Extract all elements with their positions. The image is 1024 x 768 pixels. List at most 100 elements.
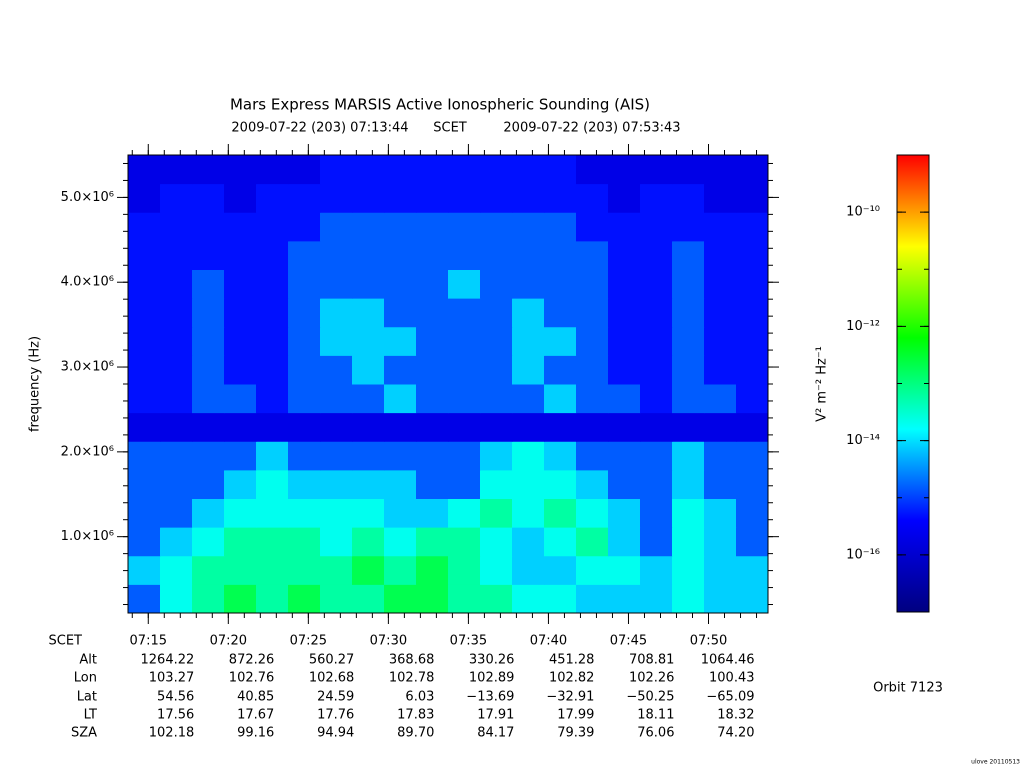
cell: [320, 240, 353, 270]
table-cell: 451.28: [549, 653, 595, 668]
cell: [256, 555, 289, 585]
cell: [192, 441, 225, 471]
cell: [608, 384, 641, 414]
cell: [256, 298, 289, 328]
cell: [640, 469, 673, 499]
cell: [672, 412, 705, 442]
colorbar-tick-label: 10⁻¹⁰: [846, 205, 880, 220]
table-cell: 103.27: [149, 671, 195, 686]
table-cell: 54.56: [157, 690, 194, 705]
cell: [224, 527, 257, 557]
cell: [448, 212, 481, 242]
cell: [288, 441, 321, 471]
cell: [480, 298, 513, 328]
cell: [128, 498, 161, 528]
cell: [448, 412, 481, 442]
cell: [256, 527, 289, 557]
cell: [480, 269, 513, 299]
cell: [704, 183, 737, 213]
cell: [576, 269, 609, 299]
cell: [480, 355, 513, 385]
cell: [128, 384, 161, 414]
cell: [704, 555, 737, 585]
cell: [160, 183, 193, 213]
cell: [672, 269, 705, 299]
cell: [416, 326, 449, 356]
cell: [704, 212, 737, 242]
cell: [224, 469, 257, 499]
cell: [608, 555, 641, 585]
cell: [640, 584, 673, 614]
cell: [608, 212, 641, 242]
cell: [224, 298, 257, 328]
table-cell: 102.82: [549, 671, 595, 686]
cell: [384, 412, 417, 442]
table-cell: 102.26: [629, 671, 675, 686]
cell: [448, 469, 481, 499]
cell: [544, 555, 577, 585]
table-cell: 89.70: [397, 726, 434, 741]
cell: [448, 240, 481, 270]
cell: [512, 269, 545, 299]
table-cell: 6.03: [405, 690, 434, 705]
cell: [736, 469, 769, 499]
cell: [576, 355, 609, 385]
cell: [288, 498, 321, 528]
cell: [512, 498, 545, 528]
table-cell: 17.67: [237, 708, 274, 723]
cell: [480, 240, 513, 270]
cell: [288, 555, 321, 585]
cell: [384, 498, 417, 528]
cell: [320, 183, 353, 213]
cell: [256, 212, 289, 242]
x-tick-label: 07:30: [370, 634, 407, 649]
cell: [448, 498, 481, 528]
cell: [736, 555, 769, 585]
cell: [544, 269, 577, 299]
cell: [384, 441, 417, 471]
orbit: Orbit 7123: [873, 681, 943, 696]
cell: [288, 240, 321, 270]
cell: [160, 555, 193, 585]
table-row-label: SCET: [49, 634, 83, 649]
cell: [544, 355, 577, 385]
cell: [512, 469, 545, 499]
cell: [320, 527, 353, 557]
cell: [192, 384, 225, 414]
cell: [384, 355, 417, 385]
cell: [704, 355, 737, 385]
cell: [640, 355, 673, 385]
cell: [672, 298, 705, 328]
cell: [320, 412, 353, 442]
cell: [352, 240, 385, 270]
table-cell: 24.59: [317, 690, 354, 705]
cell: [736, 269, 769, 299]
cell: [128, 555, 161, 585]
credit: ulove 20110513: [971, 759, 1020, 766]
cell: [224, 584, 257, 614]
cell: [160, 155, 193, 185]
cell: [416, 412, 449, 442]
cell: [736, 155, 769, 185]
cell: [352, 326, 385, 356]
cell: [448, 155, 481, 185]
cell: [384, 155, 417, 185]
table-cell: 1064.46: [701, 653, 755, 668]
cell: [512, 412, 545, 442]
cell: [480, 412, 513, 442]
table-cell: 102.68: [309, 671, 355, 686]
cell: [736, 326, 769, 356]
cell: [736, 584, 769, 614]
cell: [672, 183, 705, 213]
cell: [672, 527, 705, 557]
cell: [160, 469, 193, 499]
table-cell: 40.85: [237, 690, 274, 705]
cell: [672, 384, 705, 414]
colorbar-tick-label: 10⁻¹⁴: [846, 433, 880, 448]
cell: [288, 584, 321, 614]
cell: [352, 441, 385, 471]
cell: [384, 584, 417, 614]
cell: [256, 412, 289, 442]
cell: [224, 441, 257, 471]
cell: [384, 212, 417, 242]
